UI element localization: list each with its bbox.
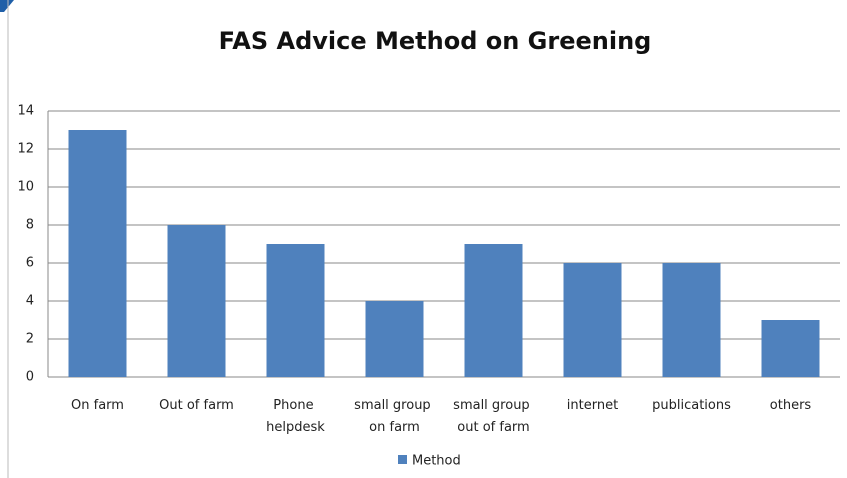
x-tick-label: internet [567, 398, 618, 413]
x-tick-label: small group on farm [354, 398, 435, 435]
y-tick-label: 0 [26, 370, 34, 385]
y-tick-label: 12 [17, 142, 34, 157]
chart-title: FAS Advice Method on Greening [219, 27, 652, 55]
corner-decoration [0, 0, 14, 12]
x-tick-label: On farm [71, 398, 124, 413]
x-tick-label: publications [652, 398, 731, 413]
bar [68, 130, 127, 377]
legend-swatch [398, 455, 407, 464]
bar [167, 225, 226, 377]
y-tick-label: 4 [26, 294, 34, 309]
x-tick-label: small group out of farm [453, 398, 534, 435]
bar [365, 301, 424, 377]
bar [761, 320, 820, 377]
legend-label: Method [412, 454, 461, 469]
x-tick-label: Phone helpdesk [266, 398, 325, 435]
y-tick-label: 8 [26, 218, 34, 233]
bar [662, 263, 721, 377]
x-tick-label: others [770, 398, 812, 413]
bar [266, 244, 325, 377]
y-tick-label: 10 [17, 180, 34, 195]
bar [563, 263, 622, 377]
y-tick-label: 14 [17, 104, 34, 119]
y-tick-label: 2 [26, 332, 34, 347]
bar [464, 244, 523, 377]
y-tick-label: 6 [26, 256, 34, 271]
x-tick-label: Out of farm [159, 398, 234, 413]
